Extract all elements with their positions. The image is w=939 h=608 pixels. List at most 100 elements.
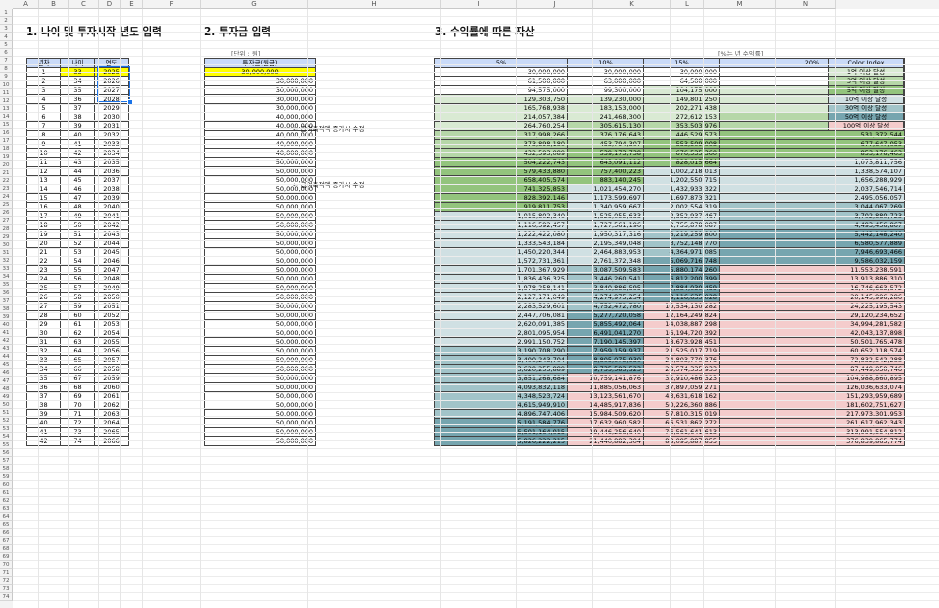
row-header-59[interactable]: 59 (0, 473, 13, 481)
age-table-cell[interactable]: 2055 (94, 337, 129, 347)
asset-cell[interactable]: 828,015,664 (643, 157, 720, 167)
row-header-70[interactable]: 70 (0, 561, 13, 569)
investment-cell[interactable]: 50,000,000 (204, 337, 316, 347)
column-header-F[interactable]: F (143, 0, 201, 9)
row-header-73[interactable]: 73 (0, 585, 13, 593)
asset-cell[interactable]: 61,500,000 (434, 76, 568, 86)
asset-cell[interactable]: 353,503,976 (643, 121, 720, 131)
row-header-39[interactable]: 39 (0, 313, 13, 321)
asset-cell[interactable]: 5,191,584,776 (434, 418, 568, 428)
column-header-K[interactable]: K (593, 0, 671, 9)
age-table-cell[interactable]: 2040 (94, 202, 129, 212)
asset-cell[interactable]: 60,652,118,574 (719, 346, 905, 356)
investment-cell[interactable]: 50,000,000 (204, 373, 316, 383)
row-header-47[interactable]: 47 (0, 377, 13, 385)
age-table-cell[interactable]: 2064 (94, 418, 129, 428)
age-table-cell[interactable]: 74 (60, 436, 95, 446)
row-header-28[interactable]: 28 (0, 225, 13, 233)
row-header-71[interactable]: 71 (0, 569, 13, 577)
row-header-10[interactable]: 10 (0, 81, 13, 89)
age-table-cell[interactable]: 64 (60, 346, 95, 356)
age-table-cell[interactable]: 47 (60, 193, 95, 203)
asset-cell[interactable]: 446,529,573 (643, 130, 720, 140)
age-table-cell[interactable]: 15 (26, 193, 61, 203)
column-header-H[interactable]: H (308, 0, 441, 9)
age-table-cell[interactable]: 11 (26, 157, 61, 167)
asset-cell[interactable]: 9,116,635,028 (643, 292, 720, 302)
asset-cell[interactable]: 4,493,456,867 (719, 220, 905, 230)
asset-cell[interactable]: 17,632,960,582 (567, 418, 644, 428)
column-header-M[interactable]: M (704, 0, 776, 9)
row-header-50[interactable]: 50 (0, 401, 13, 409)
investment-cell[interactable]: 50,000,000 (204, 229, 316, 239)
investment-cell[interactable]: 50,000,000 (204, 220, 316, 230)
sheet-grid[interactable]: 1. 나이 및 투자시작 년도 입력 2. 투자금 입력 3. 수익률에 따른 … (13, 9, 939, 608)
row-header-33[interactable]: 33 (0, 265, 13, 273)
investment-cell[interactable]: 50,000,000 (204, 292, 316, 302)
row-header-54[interactable]: 54 (0, 433, 13, 441)
asset-cell[interactable]: 20,145,996,286 (719, 292, 905, 302)
row-header-44[interactable]: 44 (0, 353, 13, 361)
age-table-cell[interactable]: 40 (26, 418, 61, 428)
row-header-63[interactable]: 63 (0, 505, 13, 513)
investment-cell[interactable]: 50,000,000 (204, 436, 316, 446)
asset-cell[interactable]: 88,095,887,855 (643, 436, 720, 446)
row-header-66[interactable]: 66 (0, 529, 13, 537)
asset-cell[interactable]: 539,173,738 (567, 148, 644, 158)
asset-cell[interactable]: 87,449,050,746 (719, 364, 905, 374)
age-table-cell[interactable]: 35 (26, 373, 61, 383)
age-table-cell[interactable]: 34 (60, 76, 95, 86)
age-table-cell[interactable]: 31 (26, 337, 61, 347)
row-header-36[interactable]: 36 (0, 289, 13, 297)
investment-cell[interactable]: 50,000,000 (204, 274, 316, 284)
asset-cell[interactable]: 50,501,765,478 (719, 337, 905, 347)
asset-cell[interactable]: 217,973,301,953 (719, 409, 905, 419)
asset-cell[interactable]: 2,127,171,049 (434, 292, 568, 302)
age-table-cell[interactable]: 2026 (94, 76, 129, 86)
asset-cell[interactable]: 676,535,360 (643, 148, 720, 158)
asset-cell[interactable]: 1,697,873,321 (643, 193, 720, 203)
row-header-20[interactable]: 20 (0, 161, 13, 169)
age-table-cell[interactable]: 2047 (94, 265, 129, 275)
asset-cell[interactable]: 3,446,260,541 (567, 274, 644, 284)
asset-cell[interactable]: 15,984,509,620 (567, 409, 644, 419)
investment-cell[interactable]: 30,000,000 (204, 85, 316, 95)
age-table-cell[interactable]: 39 (26, 409, 61, 419)
row-header-40[interactable]: 40 (0, 321, 13, 329)
asset-cell[interactable]: 63,000,000 (567, 76, 644, 86)
asset-cell[interactable]: 2,002,554,319 (643, 202, 720, 212)
column-header-N[interactable]: N (776, 0, 836, 9)
investment-cell[interactable]: 40,000,000 (204, 148, 316, 158)
age-table-cell[interactable]: 2051 (94, 301, 129, 311)
asset-cell[interactable]: 1,950,317,316 (567, 229, 644, 239)
asset-cell[interactable]: 28,574,335,933 (643, 364, 720, 374)
age-table-cell[interactable]: 18 (26, 220, 61, 230)
age-table-cell[interactable]: 43 (60, 157, 95, 167)
asset-cell[interactable]: 376,176,643 (567, 130, 644, 140)
row-header-32[interactable]: 32 (0, 257, 13, 265)
age-table-cell[interactable]: 23 (26, 265, 61, 275)
row-header-9[interactable]: 9 (0, 73, 13, 81)
investment-cell[interactable]: 50,000,000 (204, 418, 316, 428)
asset-cell[interactable]: 828,392,146 (434, 193, 568, 203)
row-header-2[interactable]: 2 (0, 17, 13, 25)
row-header-61[interactable]: 61 (0, 489, 13, 497)
asset-cell[interactable]: 13,913,886,310 (719, 274, 905, 284)
row-header-38[interactable]: 38 (0, 305, 13, 313)
column-header-L[interactable]: L (671, 0, 704, 9)
row-header-46[interactable]: 46 (0, 369, 13, 377)
age-table-cell[interactable]: 2031 (94, 121, 129, 131)
age-table-cell[interactable]: 35 (60, 85, 95, 95)
row-header-56[interactable]: 56 (0, 449, 13, 457)
row-header-21[interactable]: 21 (0, 169, 13, 177)
age-table-cell[interactable]: 67 (60, 373, 95, 383)
age-table-cell[interactable]: 2035 (94, 157, 129, 167)
age-table-cell[interactable]: 3 (26, 85, 61, 95)
age-table-cell[interactable]: 8 (26, 130, 61, 140)
age-table-cell[interactable]: 2066 (94, 436, 129, 446)
row-header-30[interactable]: 30 (0, 241, 13, 249)
age-table-cell[interactable]: 63 (60, 337, 95, 347)
age-table-cell[interactable]: 56 (60, 274, 95, 284)
asset-cell[interactable]: 3,044,067,269 (719, 202, 905, 212)
asset-cell[interactable]: 264,760,254 (434, 121, 568, 131)
